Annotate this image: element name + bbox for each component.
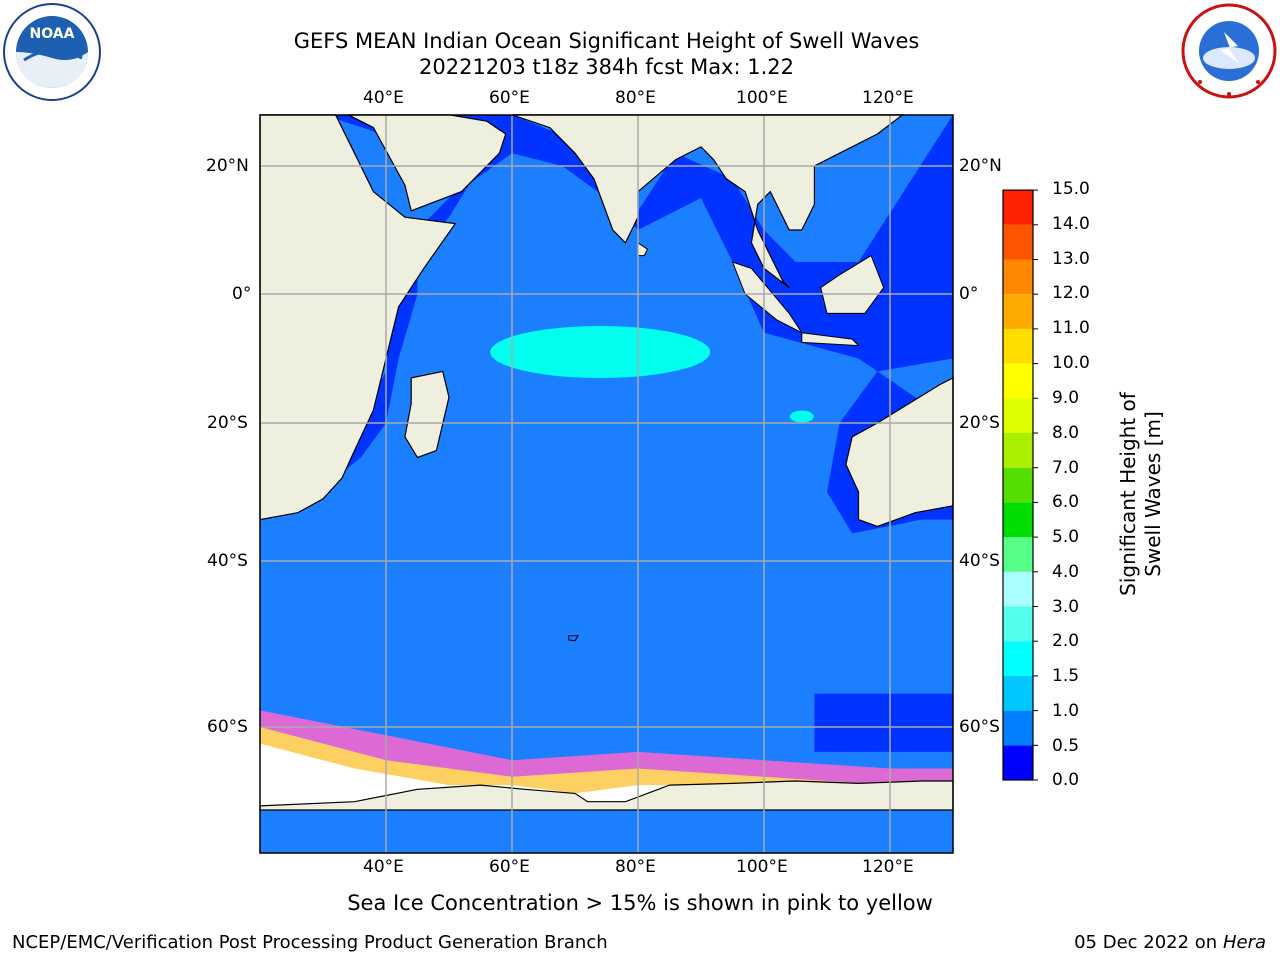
colorbar-tick: 11.0	[1052, 318, 1090, 338]
colorbar-tick: 10.0	[1052, 353, 1090, 373]
footer-date-text: 05 Dec 2022 on	[1074, 932, 1218, 953]
kerguelen-island	[568, 635, 579, 642]
colorbar-tick: 2.0	[1052, 631, 1080, 651]
colorbar-segment	[1003, 190, 1033, 225]
colorbar-segment	[1003, 502, 1033, 538]
lat-tick-left-40S: 40°S	[207, 551, 248, 571]
lon-tick-top-40E: 40°E	[363, 88, 404, 108]
lat-tick-right-20N: 20°N	[959, 156, 1002, 176]
colorbar-tick: 0.0	[1052, 770, 1080, 790]
chart-subtitle: 20221203 t18z 384h fcst Max: 1.22	[419, 55, 794, 79]
java-landmass	[801, 332, 860, 347]
noaa-logo: NOAA	[2, 2, 102, 102]
colorbar-tick: 0.5	[1052, 736, 1080, 756]
colorbar-segment	[1003, 259, 1033, 295]
footer-host: Hera	[1222, 932, 1266, 953]
colorbar-tick: 7.0	[1052, 458, 1080, 478]
colorbar-segment	[1003, 606, 1033, 642]
svg-text:NOAA: NOAA	[30, 26, 75, 42]
colorbar-segment	[1003, 537, 1033, 572]
colorbar-tick: 14.0	[1052, 214, 1090, 234]
colorbar-segment	[1003, 641, 1033, 676]
madagascar-landmass	[404, 370, 450, 459]
lat-tick-right-0: 0°	[959, 284, 979, 304]
colorbar-tick: 13.0	[1052, 249, 1090, 269]
lat-tick-right-60S: 60°S	[959, 717, 1000, 737]
colorbar-tick: 12.0	[1052, 283, 1090, 303]
arabia-landmass	[347, 114, 507, 212]
lat-tick-left-60S: 60°S	[207, 717, 248, 737]
africa-landmass	[259, 114, 457, 521]
colorbar-segment	[1003, 224, 1033, 260]
colorbar-tick: 1.5	[1052, 666, 1080, 686]
australia-landmass	[845, 376, 954, 528]
lat-tick-left-20N: 20°N	[206, 156, 249, 176]
colorbar-segment	[1003, 745, 1033, 780]
colorbar-label: Significant Height of Swell Waves [m]	[1116, 392, 1165, 596]
footer-branch: NCEP/EMC/Verification Post Processing Pr…	[12, 932, 608, 953]
lon-tick-bottom-40E: 40°E	[363, 857, 404, 877]
colorbar-segment	[1003, 467, 1033, 503]
map-frame	[259, 114, 954, 854]
colorbar-tick: 4.0	[1052, 562, 1080, 582]
colorbar-segment	[1003, 328, 1033, 364]
nws-logo	[1180, 2, 1278, 100]
colorbar-segment	[1003, 398, 1033, 433]
colorbar-segment	[1003, 294, 1033, 329]
lon-tick-bottom-100E: 100°E	[736, 857, 788, 877]
lon-tick-bottom-80E: 80°E	[615, 857, 656, 877]
colorbar-segment	[1003, 675, 1033, 711]
colorbar-tick: 3.0	[1052, 597, 1080, 617]
lon-tick-top-100E: 100°E	[736, 88, 788, 108]
lat-tick-left-20S: 20°S	[207, 413, 248, 433]
lon-tick-top-80E: 80°E	[615, 88, 656, 108]
borneo-landmass	[820, 254, 885, 314]
colorbar-tick: 6.0	[1052, 492, 1080, 512]
colorbar-tick: 9.0	[1052, 388, 1080, 408]
colorbar-tick: 1.0	[1052, 701, 1080, 721]
footer-date: 05 Dec 2022 on Hera	[1074, 932, 1266, 953]
lon-tick-bottom-120E: 120°E	[862, 857, 914, 877]
sea-ice-note: Sea Ice Concentration > 15% is shown in …	[347, 891, 933, 915]
colorbar-segment	[1003, 363, 1033, 399]
colorbar-segment	[1003, 710, 1033, 746]
lat-tick-left-0: 0°	[232, 284, 252, 304]
colorbar-tick: 5.0	[1052, 527, 1080, 547]
lat-tick-right-40S: 40°S	[959, 551, 1000, 571]
colorbar-frame	[1002, 189, 1034, 781]
asia-landmass	[511, 114, 905, 289]
lon-tick-top-120E: 120°E	[862, 88, 914, 108]
colorbar-tick: 8.0	[1052, 423, 1080, 443]
low-swell-southeast-band	[814, 693, 953, 752]
chart-title: GEFS MEAN Indian Ocean Significant Heigh…	[293, 29, 920, 53]
lat-tick-right-20S: 20°S	[959, 413, 1000, 433]
colorbar-tick: 15.0	[1052, 179, 1090, 199]
lon-tick-top-60E: 60°E	[489, 88, 530, 108]
swell-cyan-patch	[490, 326, 711, 379]
colorbar-segment	[1003, 571, 1033, 607]
colorbar-segment	[1003, 433, 1033, 468]
lon-tick-bottom-60E: 60°E	[489, 857, 530, 877]
swell-cyan-patch-small	[789, 410, 814, 423]
